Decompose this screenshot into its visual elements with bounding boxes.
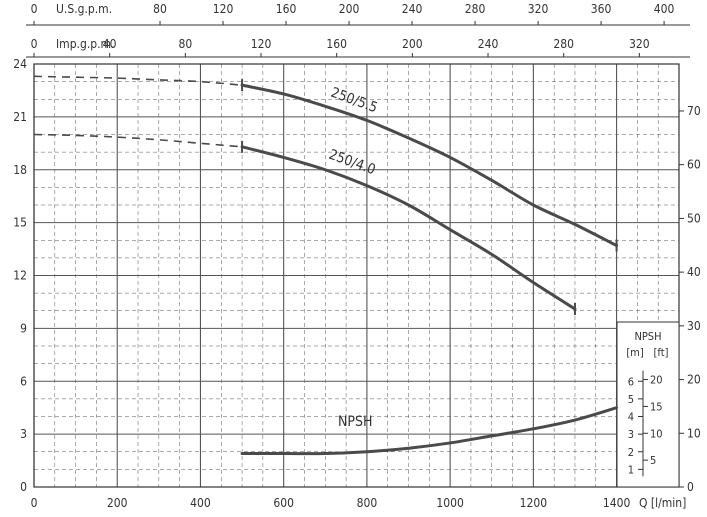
npsh-m-tick-label: 1 — [628, 463, 634, 476]
top-axis-tick-label: 160 — [326, 37, 347, 51]
npsh-ft-tick-label: 5 — [650, 454, 656, 467]
top-axis-tick-label: 80 — [178, 37, 192, 51]
y-left-tick-label: 18 — [13, 163, 27, 177]
y-right-tick-label: 0 — [687, 480, 694, 494]
y-right-tick-label: 10 — [687, 426, 701, 440]
y-left-tick-label: 21 — [13, 110, 27, 124]
y-right-tick-label: 20 — [687, 373, 701, 387]
curve-NPSH — [240, 406, 619, 456]
left-axis-m: 0 3 6 9 12 15 18 21 24 — [13, 57, 27, 494]
top-axis-tick-label: 320 — [629, 37, 650, 51]
npsh-m-tick-label: 3 — [628, 428, 634, 441]
x-tick-label: 1400 — [603, 496, 631, 510]
npsh-inset-box — [616, 321, 680, 488]
top-axis-tick-label: 320 — [528, 2, 549, 16]
npsh-ft-tick-label: 10 — [650, 427, 663, 440]
x-axis: 0 200 400 600 800 1000 1200 1400 Q [l/min] — [31, 496, 687, 510]
top-axis-tick-label: 400 — [654, 2, 675, 16]
y-left-tick-label: 9 — [20, 321, 27, 335]
npsh-m-tick-label: 4 — [628, 411, 634, 424]
y-right-tick-label: 30 — [687, 319, 701, 333]
top-axis-tick-label: 40 — [103, 37, 117, 51]
y-left-tick-label: 15 — [13, 216, 27, 230]
x-tick-label: 400 — [190, 496, 211, 510]
right-axis-ft: 0 10 20 30 40 50 60 70 — [679, 104, 701, 494]
top-axis-tick-label: 360 — [591, 2, 612, 16]
top-axis-tick-label: 160 — [276, 2, 297, 16]
curve-label: 250/5.5 — [329, 85, 380, 117]
y-left-tick-label: 24 — [13, 57, 27, 71]
y-right-tick-label: 70 — [687, 104, 701, 118]
top-axis-tick-label: 240 — [478, 37, 499, 51]
y-left-tick-label: 6 — [20, 374, 27, 388]
npsh-m-tick-label: 2 — [628, 446, 634, 459]
npsh-m-tick-label: 6 — [628, 375, 634, 388]
curve-dashed-250/5.5 — [33, 75, 243, 86]
top-axis-tick-label: 200 — [402, 37, 423, 51]
npsh-inset: NPSH [m] [ft] 1 2 3 4 5 6 5 10 15 20 — [616, 321, 680, 488]
major-grid — [33, 63, 680, 488]
top-axis-tick-label: 280 — [465, 2, 486, 16]
top-axis-tick-label: 0 — [31, 2, 38, 16]
plot-frame — [33, 63, 680, 488]
curve-dashed-250/4.0 — [33, 133, 243, 148]
x-tick-label: 0 — [31, 496, 38, 510]
top-axis-tick-label: 0 — [31, 37, 38, 51]
top-axis-label: U.S.g.p.m. — [56, 2, 112, 16]
x-tick-label: 200 — [107, 496, 128, 510]
top-axis-tick-label: 120 — [213, 2, 234, 16]
top-axis-tick-label: 280 — [553, 37, 574, 51]
y-right-tick-label: 60 — [687, 158, 701, 172]
x-tick-label: 1000 — [436, 496, 464, 510]
y-left-tick-label: 3 — [20, 427, 27, 441]
x-tick-label: 800 — [357, 496, 378, 510]
npsh-inset-m-label: [m] — [626, 346, 644, 359]
npsh-ft-tick-label: 20 — [650, 374, 663, 387]
y-left-tick-label: 12 — [13, 269, 27, 283]
top-axis-tick-label: 120 — [251, 37, 272, 51]
npsh-inset-ft-label: [ft] — [654, 346, 669, 359]
top-axis-tick-label: 200 — [339, 2, 360, 16]
x-tick-label: 1200 — [520, 496, 548, 510]
curve-250/5.5 — [240, 83, 619, 248]
npsh-ft-tick-label: 15 — [650, 400, 663, 413]
top-axis-tick-label: 80 — [153, 2, 167, 16]
y-left-tick-label: 0 — [20, 480, 27, 494]
curve-250/4.0 — [240, 145, 577, 311]
top-axis-tick-label: 240 — [402, 2, 423, 16]
top-axis-label: Imp.g.p.m. — [56, 37, 115, 51]
top-axes: 0 80 120 160 200 240 280 320 360 400 U.S.g.p.m. 0 40… — [26, 2, 690, 58]
x-axis-label: Q [l/min] — [639, 496, 686, 510]
curve-label: NPSH — [338, 414, 373, 430]
y-right-tick-label: 40 — [687, 265, 701, 279]
npsh-m-tick-label: 5 — [628, 393, 634, 406]
npsh-inset-title: NPSH — [634, 330, 661, 343]
y-right-tick-label: 50 — [687, 211, 701, 225]
x-tick-label: 600 — [273, 496, 294, 510]
